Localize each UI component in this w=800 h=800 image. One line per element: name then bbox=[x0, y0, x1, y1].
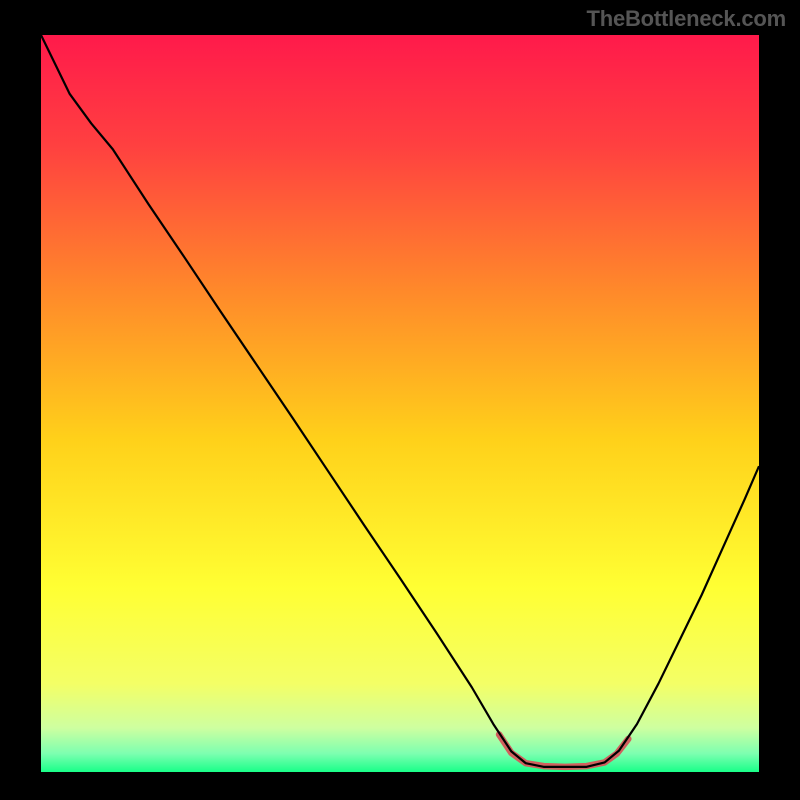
chart-frame: TheBottleneck.com bbox=[0, 0, 800, 800]
watermark-text: TheBottleneck.com bbox=[586, 6, 786, 32]
plot-area bbox=[41, 35, 759, 772]
gradient-background bbox=[41, 35, 759, 772]
plot-svg bbox=[41, 35, 759, 772]
